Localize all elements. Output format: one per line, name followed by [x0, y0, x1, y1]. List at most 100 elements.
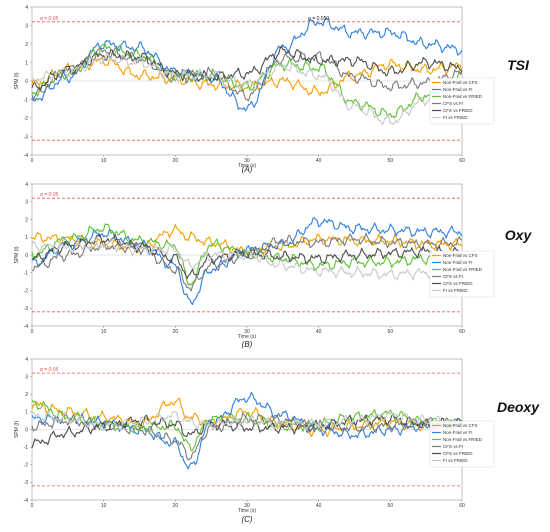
legend-entry: FI vs FRIED: [443, 115, 468, 120]
x-tick-label: 20: [173, 329, 179, 335]
y-axis-label: SPM {t}: [14, 72, 20, 89]
y-tick-label: -1: [24, 271, 29, 277]
y-tick-label: 3: [25, 374, 28, 380]
x-tick-label: 30: [244, 158, 250, 164]
legend-box: [429, 250, 495, 298]
x-tick-label: 10: [101, 158, 107, 164]
legend: Non-Frail vs CFS Non-Frail vs FI Non-Frail…: [429, 420, 495, 468]
legend: Non-Frail vs CFS Non-Frail vs FI Non-Frail…: [429, 250, 495, 298]
y-axis: 4 3 2 1 0 -1 -2 -3 -4: [24, 5, 32, 159]
y-tick-label: 0: [25, 79, 28, 85]
y-tick-label: -3: [24, 134, 29, 140]
x-axis-label: Time (s): [238, 508, 256, 514]
legend-entry: Non-Frail vs CFS: [443, 80, 478, 85]
series-group: [31, 391, 463, 470]
series-line-fi-vs-fried: [31, 410, 463, 432]
x-tick-label: 40: [316, 503, 322, 509]
x-axis: 0 10 20 30 40 50 60: [31, 500, 465, 509]
legend-entry: CFS vs FI: [443, 101, 463, 106]
y-tick-label: 3: [25, 200, 28, 206]
panel-title: Oxy: [505, 227, 533, 243]
y-tick-label: 4: [25, 5, 28, 11]
p-value-label: p = 0.050: [308, 16, 329, 22]
x-tick-label: 10: [101, 329, 107, 335]
panel-caption: (C): [241, 515, 252, 524]
legend-entry: CFS vs FRIED: [443, 451, 473, 456]
x-tick-label: 10: [101, 503, 107, 509]
y-tick-label: 2: [25, 392, 28, 398]
y-tick-label: 1: [25, 235, 28, 241]
y-tick-label: 3: [25, 23, 28, 29]
panel-title: Deoxy: [497, 399, 540, 415]
y-tick-label: -2: [24, 116, 29, 122]
series-line-non-frail-vs-fi: [31, 18, 463, 112]
x-tick-label: 0: [31, 503, 34, 509]
series-line-cfs-vs-fi: [31, 47, 463, 102]
y-tick-label: -2: [24, 463, 29, 469]
y-tick-label: -4: [24, 153, 29, 159]
series-line-non-frail-vs-fi: [31, 217, 463, 305]
panel-caption: (B): [242, 340, 253, 349]
series-line-fi-vs-fried: [31, 238, 463, 281]
panel-title: TSI: [507, 57, 530, 73]
alpha-label: α = 0.05: [40, 367, 59, 373]
x-tick-label: 50: [388, 503, 394, 509]
legend: Non-Frail vs CFS Non-Frail vs FI Non-Frail…: [429, 77, 495, 125]
y-tick-label: 0: [25, 253, 28, 259]
x-tick-label: 20: [173, 503, 179, 509]
legend-entry: Non-Frail vs FI: [443, 87, 473, 92]
y-axis: 4 3 2 1 0 -1 -2 -3 -4: [24, 182, 32, 330]
x-tick-label: 0: [31, 329, 34, 335]
alpha-label: α = 0.05: [40, 192, 59, 198]
series-line-non-frail-vs-cfs: [31, 56, 463, 97]
y-tick-label: 4: [25, 357, 28, 363]
y-axis-label: SPM {t}: [14, 421, 20, 438]
series-line-cfs-vs-fried: [31, 45, 463, 91]
y-tick-label: 4: [25, 182, 28, 188]
x-tick-label: 40: [316, 329, 322, 335]
x-axis-label: Time (s): [238, 334, 256, 340]
x-tick-label: 40: [316, 158, 322, 164]
legend-box: [429, 77, 495, 125]
y-tick-label: 0: [25, 427, 28, 433]
legend-entry: FI vs FRIED: [443, 288, 468, 293]
series-group: [31, 217, 463, 305]
legend-entry: CFS vs FI: [443, 444, 463, 449]
x-tick-label: 60: [459, 503, 465, 509]
legend-entry: Non-Frail vs FRIED: [443, 267, 483, 272]
y-tick-label: 2: [25, 42, 28, 48]
series-line-cfs-vs-fried: [31, 233, 463, 280]
series-line-cfs-vs-fried: [31, 414, 463, 449]
y-axis: 4 3 2 1 0 -1 -2 -3 -4: [24, 357, 32, 504]
y-axis-label: SPM {t}: [14, 246, 20, 263]
legend-entry: CFS vs FI: [443, 274, 463, 279]
series-line-non-frail-vs-fi: [31, 391, 463, 470]
legend-entry: Non-Frail vs CFS: [443, 423, 478, 428]
legend-entry: Non-Frail vs CFS: [443, 253, 478, 258]
y-tick-label: 2: [25, 217, 28, 223]
y-tick-label: -1: [24, 445, 29, 451]
y-tick-label: -4: [24, 498, 29, 504]
y-tick-label: 1: [25, 410, 28, 416]
panel-caption: (A): [242, 165, 253, 174]
x-axis: 0 10 20 30 40 50 60: [31, 326, 465, 335]
y-tick-label: -4: [24, 324, 29, 330]
x-axis-label: Time (s): [238, 163, 256, 169]
series-group: [31, 18, 463, 125]
legend-entry: CFS vs FRIED: [443, 108, 473, 113]
x-tick-label: 0: [31, 158, 34, 164]
legend-entry: Non-Frail vs FRIED: [443, 94, 483, 99]
y-tick-label: 1: [25, 60, 28, 66]
x-tick-label: 50: [388, 158, 394, 164]
legend-entry: Non-Frail vs FI: [443, 260, 473, 265]
y-tick-label: -1: [24, 97, 29, 103]
y-tick-label: -2: [24, 288, 29, 294]
legend-entry: Non-Frail vs FRIED: [443, 437, 483, 442]
legend-entry: CFS vs FRIED: [443, 281, 473, 286]
series-line-non-frail-vs-fried: [31, 43, 463, 119]
series-line-non-frail-vs-fried: [31, 223, 463, 286]
x-tick-label: 60: [459, 329, 465, 335]
